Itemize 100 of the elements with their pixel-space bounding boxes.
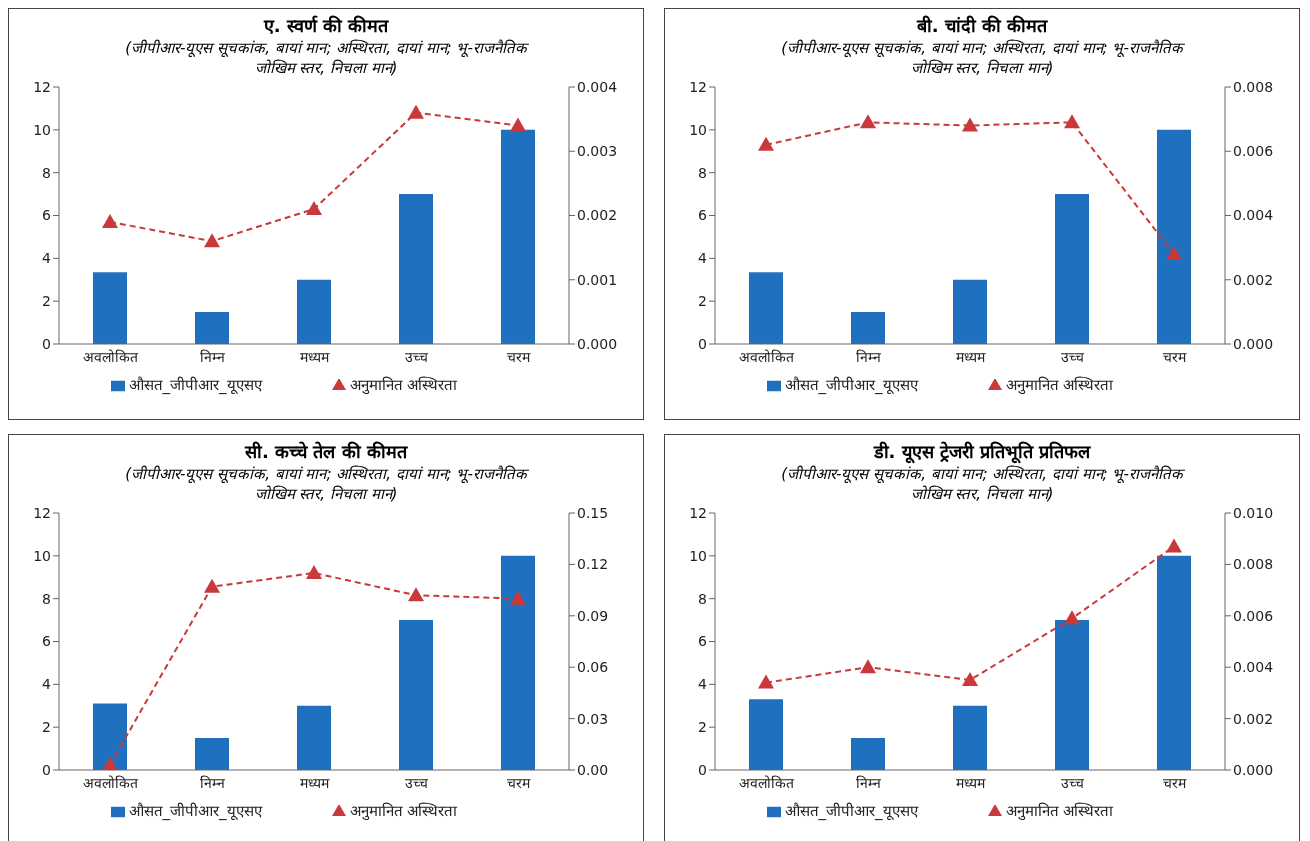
- bar: [851, 311, 885, 344]
- y-tick-label: 0: [42, 335, 51, 352]
- y-tick-label: 12: [689, 78, 707, 95]
- point: [510, 117, 526, 132]
- y-tick-label: 10: [689, 547, 707, 564]
- y-tick-label: 12: [33, 78, 51, 95]
- x-tick-label: उच्च: [404, 774, 429, 791]
- legend-label: औसत_जीपीआर_यूएसए: [784, 802, 918, 820]
- y-tick-label: 0: [42, 761, 51, 778]
- legend-label: अनुमानित अस्थिरता: [349, 802, 458, 820]
- x-tick-label: मध्यम: [299, 348, 330, 365]
- y-tick-label: 8: [42, 590, 51, 607]
- point: [306, 564, 322, 579]
- y-tick-label: 8: [42, 164, 51, 181]
- bar: [1055, 620, 1089, 770]
- y-tick-label: 2: [698, 719, 707, 736]
- x-tick-label: चरम: [506, 774, 531, 791]
- y-tick-label: 2: [42, 293, 51, 310]
- x-tick-label: अवलोकित: [82, 774, 139, 791]
- y-tick-label: 2: [42, 719, 51, 736]
- point: [204, 233, 220, 248]
- chart-subtitle: (जीपीआर-यूएस सूचकांक, बायां मान; अस्थिरता, दायां मान; भू-राजनैतिक जोखिम स्तर, निचला मान): [124, 38, 530, 77]
- y2-tick-label: 0.00: [577, 761, 609, 778]
- legend-label: औसत_जीपीआर_यूएसए: [128, 802, 262, 820]
- point: [860, 659, 876, 674]
- x-tick-label: अवलोकित: [82, 348, 139, 365]
- y-tick-label: 10: [689, 121, 707, 138]
- y2-tick-label: 0.004: [1233, 207, 1274, 224]
- point: [1064, 114, 1080, 129]
- bar: [501, 129, 535, 344]
- y-tick-label: 12: [33, 504, 51, 521]
- legend-label: अनुमानित अस्थिरता: [1005, 802, 1114, 820]
- x-tick-label: निम्न: [855, 348, 881, 365]
- x-tick-label: मध्यम: [955, 348, 986, 365]
- y2-tick-label: 0.06: [577, 659, 609, 676]
- y2-tick-label: 0.12: [577, 556, 609, 573]
- y2-tick-label: 0.003: [577, 143, 618, 160]
- bar: [93, 703, 127, 770]
- legend-label: औसत_जीपीआर_यूएसए: [784, 376, 918, 394]
- point: [408, 104, 424, 119]
- y-tick-label: 12: [689, 504, 707, 521]
- bar: [953, 279, 987, 344]
- bar: [1157, 129, 1191, 344]
- y-tick-label: 4: [698, 676, 708, 693]
- y2-tick-label: 0.000: [577, 335, 618, 352]
- point: [306, 201, 322, 216]
- y-tick-label: 10: [33, 547, 51, 564]
- point: [408, 587, 424, 602]
- point: [758, 674, 774, 689]
- y2-tick-label: 0.002: [1233, 710, 1274, 727]
- y-tick-label: 2: [698, 293, 707, 310]
- y-tick-label: 8: [698, 590, 707, 607]
- y-tick-label: 0: [698, 335, 707, 352]
- point: [962, 117, 978, 132]
- chart-subtitle: (जीपीआर-यूएस सूचकांक, बायां मान; अस्थिरता, दायां मान; भू-राजनैतिक जोखिम स्तर, निचला मान): [780, 38, 1186, 77]
- x-tick-label: निम्न: [855, 774, 881, 791]
- point: [102, 213, 118, 228]
- point: [204, 578, 220, 593]
- y-tick-label: 4: [42, 250, 52, 267]
- bar: [749, 699, 783, 770]
- y2-tick-label: 0.000: [1233, 761, 1274, 778]
- x-tick-label: उच्च: [1060, 348, 1085, 365]
- y2-tick-label: 0.004: [1233, 659, 1274, 676]
- y2-tick-label: 0.03: [577, 710, 609, 727]
- y2-tick-label: 0.001: [577, 271, 618, 288]
- y-tick-label: 6: [698, 633, 708, 650]
- y2-tick-label: 0.008: [1233, 78, 1274, 95]
- chart-subtitle: (जीपीआर-यूएस सूचकांक, बायां मान; अस्थिरता, दायां मान; भू-राजनैतिक जोखिम स्तर, निचला मान): [780, 464, 1186, 503]
- y-tick-label: 0: [698, 761, 707, 778]
- y2-tick-label: 0.006: [1233, 143, 1274, 160]
- y-tick-label: 4: [698, 250, 708, 267]
- bar: [953, 705, 987, 770]
- y-tick-label: 8: [698, 164, 707, 181]
- y-tick-label: 6: [42, 207, 52, 224]
- y-tick-label: 6: [698, 207, 708, 224]
- bar: [195, 737, 229, 770]
- point: [1064, 610, 1080, 625]
- y2-tick-label: 0.15: [577, 504, 609, 521]
- y-tick-label: 4: [42, 676, 52, 693]
- bar: [399, 194, 433, 344]
- y-tick-label: 6: [42, 633, 52, 650]
- bar: [93, 272, 127, 344]
- x-tick-label: अवलोकित: [738, 348, 795, 365]
- point: [1166, 538, 1182, 553]
- x-tick-label: उच्च: [404, 348, 429, 365]
- x-tick-label: चरम: [506, 348, 531, 365]
- y2-tick-label: 0.010: [1233, 504, 1274, 521]
- point: [1166, 246, 1182, 261]
- bar: [851, 737, 885, 770]
- bar: [399, 620, 433, 770]
- legend-label: अनुमानित अस्थिरता: [1005, 376, 1114, 394]
- bar: [501, 555, 535, 770]
- y2-tick-label: 0.008: [1233, 556, 1274, 573]
- chart-title: डी. यूएस ट्रेजरी प्रतिभूति प्रतिफल: [872, 440, 1092, 463]
- x-tick-label: अवलोकित: [738, 774, 795, 791]
- bar: [297, 279, 331, 344]
- bar: [195, 311, 229, 344]
- point: [758, 136, 774, 151]
- y2-tick-label: 0.09: [577, 607, 609, 624]
- x-tick-label: चरम: [1162, 348, 1187, 365]
